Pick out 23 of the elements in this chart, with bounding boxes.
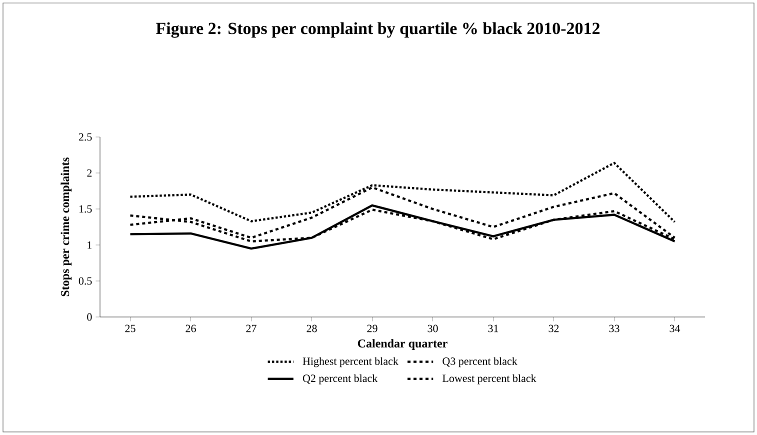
- x-tick-label: 26: [186, 324, 196, 332]
- x-tick-label: 34: [670, 324, 680, 332]
- x-tick-label: 27: [246, 324, 256, 332]
- x-tick-label: 30: [428, 324, 438, 332]
- y-tick-label: 0: [87, 313, 92, 321]
- x-tick-label: 25: [125, 324, 136, 332]
- y-tick-label: 0.5: [78, 277, 92, 285]
- x-tick-label: 31: [488, 324, 498, 332]
- x-tick-label: 33: [609, 324, 620, 332]
- x-axis-title: Calendar quarter: [358, 339, 448, 350]
- x-tick-label: 29: [367, 324, 378, 332]
- legend-label: Q2 percent black: [302, 374, 378, 384]
- chart-title: Figure 2: Stops per complaint by quartile % black 2010-2012: [156, 22, 600, 38]
- y-tick-label: 1.5: [79, 205, 92, 213]
- x-tick-label: 28: [306, 324, 317, 332]
- y-axis-title: Stops per crime complaints: [60, 157, 72, 296]
- y-tick-label: 1: [88, 241, 92, 249]
- x-tick-label: 32: [548, 324, 559, 332]
- y-tick-label: 2: [87, 169, 92, 177]
- y-tick-label: 2.5: [78, 133, 92, 141]
- legend-label: Lowest percent black: [442, 374, 536, 384]
- legend-label: Q3 percent black: [442, 357, 518, 368]
- legend-label: Highest percent black: [302, 357, 398, 368]
